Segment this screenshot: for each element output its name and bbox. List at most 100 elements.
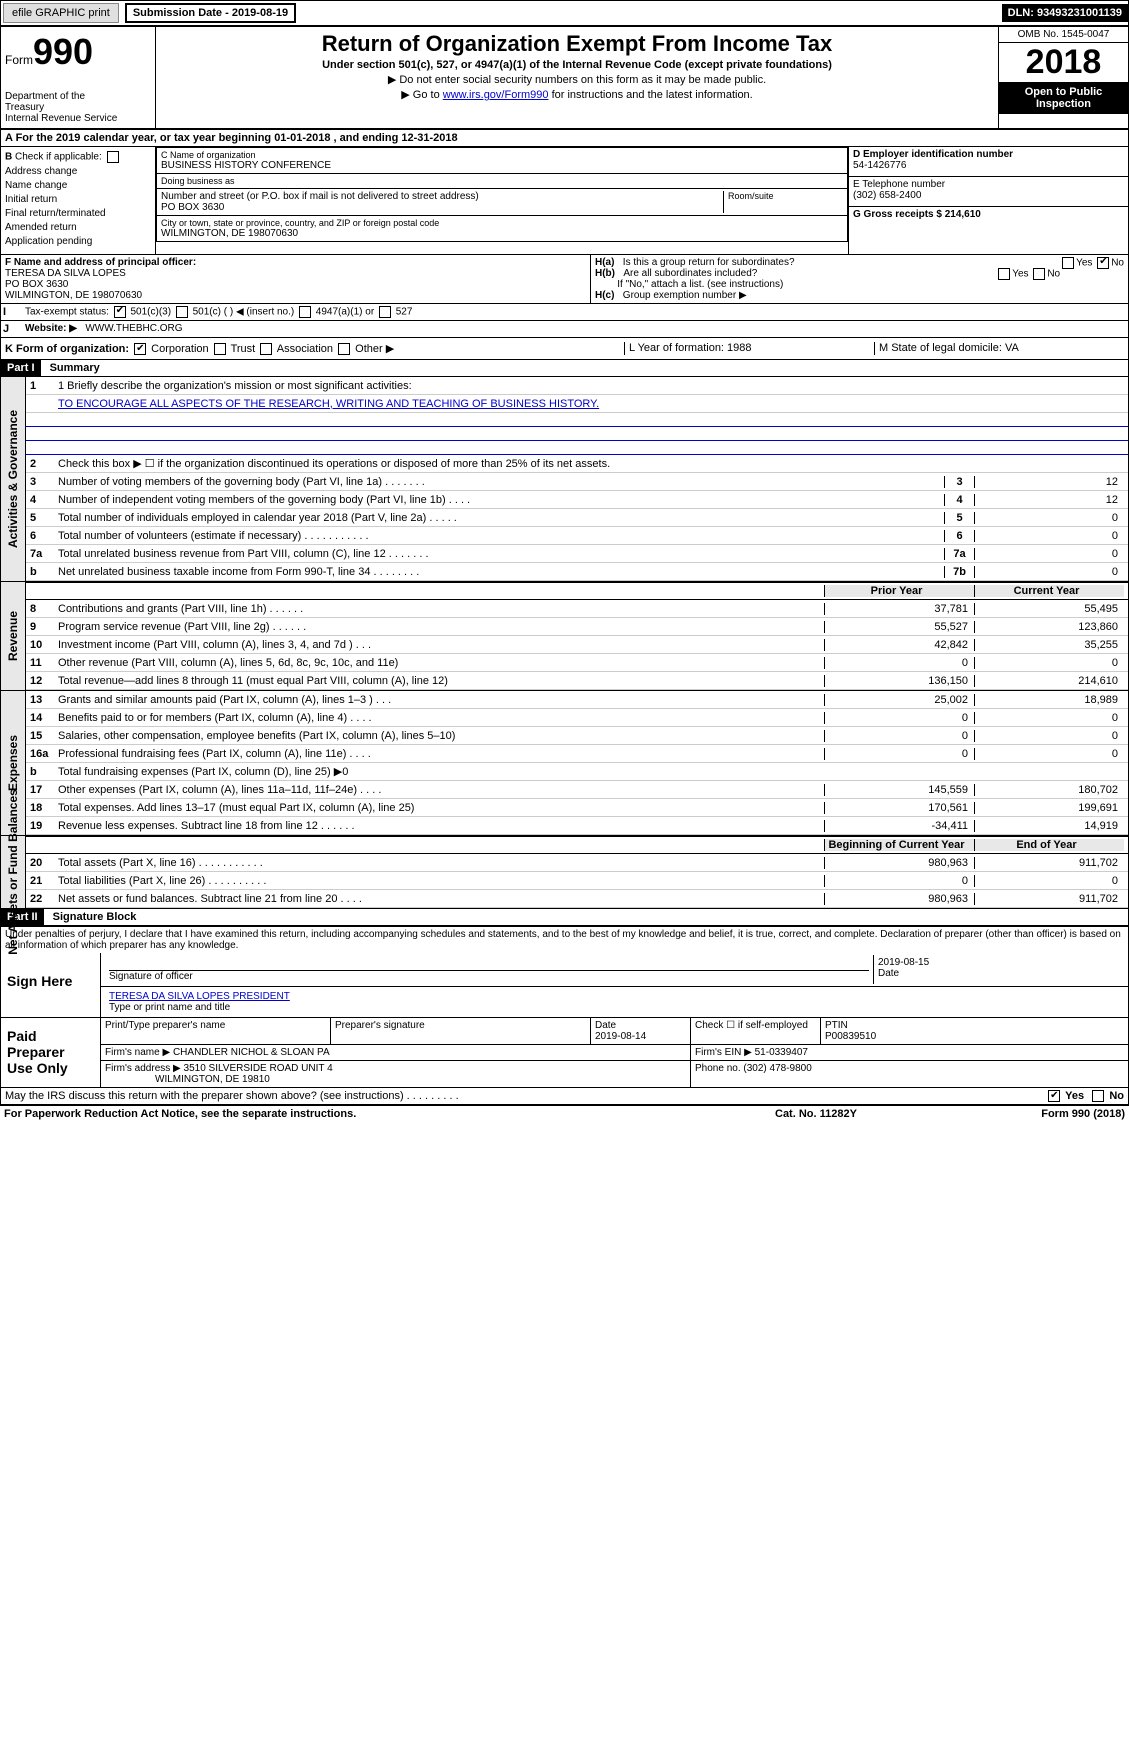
prep-h0: Print/Type preparer's name — [101, 1018, 331, 1044]
irs-link[interactable]: www.irs.gov/Form990 — [443, 89, 549, 101]
firm-ein: 51-0339407 — [755, 1047, 808, 1058]
i-527[interactable] — [379, 306, 391, 318]
addr-label: Number and street (or P.O. box if mail i… — [161, 191, 723, 202]
sign-here: Sign Here — [1, 953, 101, 1017]
footer-right: Form 990 (2018) — [975, 1108, 1125, 1120]
m-state: M State of legal domicile: VA — [874, 342, 1124, 355]
phone-label: E Telephone number — [853, 179, 945, 190]
col-d: D Employer identification number 54-1426… — [848, 147, 1128, 254]
netassets-section: Net Assets or Fund Balances Beginning of… — [0, 836, 1129, 909]
phone: (302) 658-2400 — [853, 190, 921, 201]
k-label: K Form of organization: — [5, 343, 129, 355]
part1-label: Part I — [1, 360, 41, 376]
year: 2018 — [999, 43, 1128, 82]
line-22: 22Net assets or fund balances. Subtract … — [26, 890, 1128, 908]
sig-date: 2019-08-15 — [878, 957, 1120, 968]
ck-initial[interactable]: Initial return — [5, 194, 151, 205]
note1: ▶ Do not enter social security numbers o… — [160, 73, 994, 86]
open-public: Open to Public Inspection — [999, 82, 1128, 114]
prep-check: Check ☐ if self-employed — [691, 1018, 821, 1044]
ck-amended[interactable]: Amended return — [5, 222, 151, 233]
line-14: 14Benefits paid to or for members (Part … — [26, 709, 1128, 727]
name-label: C Name of organization — [161, 150, 843, 160]
revenue-section: Revenue Prior YearCurrent Year 8Contribu… — [0, 582, 1129, 691]
ha-yes[interactable] — [1062, 257, 1074, 269]
part2-header: Part II Signature Block — [0, 909, 1129, 926]
room-label: Room/suite — [723, 191, 843, 213]
hc: Group exemption number ▶ — [623, 290, 747, 301]
officer-printed: TERESA DA SILVA LOPES PRESIDENT — [109, 991, 1120, 1002]
row-j: J Website: ▶ WWW.THEBHC.ORG — [0, 321, 1129, 338]
submission-date: Submission Date - 2019-08-19 — [125, 3, 296, 23]
sidebar-exp: Expenses — [6, 735, 20, 791]
line-b: bTotal fundraising expenses (Part IX, co… — [26, 763, 1128, 781]
i-501c3[interactable] — [114, 306, 126, 318]
ck-final[interactable]: Final return/terminated — [5, 208, 151, 219]
line-18: 18Total expenses. Add lines 13–17 (must … — [26, 799, 1128, 817]
part1-title: Summary — [44, 360, 106, 376]
hdr-curr: Current Year — [974, 585, 1124, 597]
city-label: City or town, state or province, country… — [161, 218, 843, 228]
governance-section: Activities & Governance 11 Briefly descr… — [0, 377, 1129, 582]
hb-no[interactable] — [1033, 268, 1045, 280]
l-year: L Year of formation: 1988 — [624, 342, 874, 355]
ck-addr[interactable]: Address change — [5, 166, 151, 177]
dln: DLN: 93493231001139 — [1002, 4, 1128, 22]
omb: OMB No. 1545-0047 — [999, 27, 1128, 43]
row-k: K Form of organization: Corporation Trus… — [0, 338, 1129, 360]
dept-line2: Treasury — [5, 102, 151, 113]
ck-name[interactable]: Name change — [5, 180, 151, 191]
sidebar-net: Net Assets or Fund Balances — [6, 789, 20, 955]
hb-note: If "No," attach a list. (see instruction… — [617, 279, 783, 290]
i-501c[interactable] — [176, 306, 188, 318]
ha-no[interactable] — [1097, 257, 1109, 269]
line-b: bNet unrelated business taxable income f… — [26, 563, 1128, 581]
part2-title: Signature Block — [47, 909, 143, 925]
officer-name: TERESA DA SILVA LOPES — [5, 268, 126, 279]
main-title: Return of Organization Exempt From Incom… — [160, 31, 994, 57]
line-12: 12Total revenue—add lines 8 through 11 (… — [26, 672, 1128, 690]
ck[interactable] — [107, 151, 119, 163]
k-assoc[interactable] — [260, 343, 272, 355]
discuss-no[interactable] — [1092, 1090, 1104, 1102]
line-7a: 7aTotal unrelated business revenue from … — [26, 545, 1128, 563]
firm-name: CHANDLER NICHOL & SLOAN PA — [173, 1047, 330, 1058]
firm-ein-lbl: Firm's EIN ▶ — [695, 1047, 752, 1058]
dept-line3: Internal Revenue Service — [5, 113, 151, 124]
line-17: 17Other expenses (Part IX, column (A), l… — [26, 781, 1128, 799]
ck-pending[interactable]: Application pending — [5, 236, 151, 247]
form-prefix: Form — [5, 53, 33, 67]
fh-row: F Name and address of principal officer:… — [0, 254, 1129, 304]
discuss-yes[interactable] — [1048, 1090, 1060, 1102]
k-corp[interactable] — [134, 343, 146, 355]
form-990: 990 — [33, 31, 93, 72]
hb-yes[interactable] — [998, 268, 1010, 280]
i-4947[interactable] — [299, 306, 311, 318]
top-bar: efile GRAPHIC print Submission Date - 20… — [0, 0, 1129, 26]
line-5: 5Total number of individuals employed in… — [26, 509, 1128, 527]
prep-phone: (302) 478-9800 — [743, 1063, 811, 1074]
k-trust[interactable] — [214, 343, 226, 355]
row-i: I Tax-exempt status: 501(c)(3) 501(c) ( … — [0, 304, 1129, 321]
line-16a: 16aProfessional fundraising fees (Part I… — [26, 745, 1128, 763]
note2: ▶ Go to www.irs.gov/Form990 for instruct… — [160, 88, 994, 101]
sig-officer-lbl: Signature of officer — [109, 971, 869, 982]
prep-phone-lbl: Phone no. — [695, 1063, 741, 1074]
footer: For Paperwork Reduction Act Notice, see … — [0, 1105, 1129, 1122]
f-label: F Name and address of principal officer: — [5, 257, 196, 268]
efile-btn[interactable]: efile GRAPHIC print — [3, 3, 119, 23]
hdr-beg: Beginning of Current Year — [824, 839, 974, 851]
officer-addr2: WILMINGTON, DE 198070630 — [5, 290, 142, 301]
sidebar-rev: Revenue — [6, 611, 20, 661]
k-other[interactable] — [338, 343, 350, 355]
org-name: BUSINESS HISTORY CONFERENCE — [161, 160, 843, 171]
addr: PO BOX 3630 — [161, 202, 723, 213]
dept-line1: Department of the — [5, 91, 151, 102]
dept: Department of the Treasury Internal Reve… — [5, 91, 151, 124]
sidebar-gov: Activities & Governance — [6, 410, 20, 548]
line-21: 21Total liabilities (Part X, line 26) . … — [26, 872, 1128, 890]
line-19: 19Revenue less expenses. Subtract line 1… — [26, 817, 1128, 835]
hb: Are all subordinates included? — [623, 268, 757, 279]
hdr-prior: Prior Year — [824, 585, 974, 597]
prep-h1: Preparer's signature — [331, 1018, 591, 1044]
